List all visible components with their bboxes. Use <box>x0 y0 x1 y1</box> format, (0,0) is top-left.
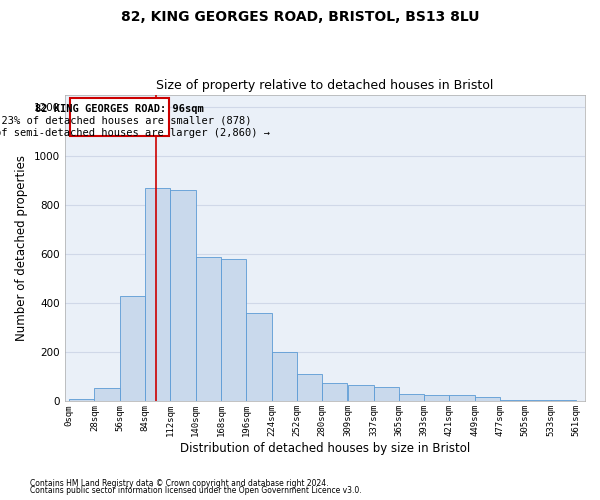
Bar <box>145 188 170 402</box>
Bar <box>374 386 399 402</box>
Text: 82 KING GEORGES ROAD: 96sqm: 82 KING GEORGES ROAD: 96sqm <box>35 104 204 114</box>
Bar <box>500 400 526 402</box>
FancyBboxPatch shape <box>70 98 169 136</box>
Text: Contains HM Land Registry data © Crown copyright and database right 2024.: Contains HM Land Registry data © Crown c… <box>30 478 329 488</box>
Bar <box>526 400 551 402</box>
Title: Size of property relative to detached houses in Bristol: Size of property relative to detached ho… <box>156 79 494 92</box>
Bar <box>221 259 246 402</box>
Bar <box>246 313 272 402</box>
Text: ← 23% of detached houses are smaller (878): ← 23% of detached houses are smaller (87… <box>0 116 251 126</box>
Text: 77% of semi-detached houses are larger (2,860) →: 77% of semi-detached houses are larger (… <box>0 128 270 138</box>
Bar <box>551 400 576 402</box>
Bar <box>69 399 94 402</box>
Y-axis label: Number of detached properties: Number of detached properties <box>15 155 28 341</box>
X-axis label: Distribution of detached houses by size in Bristol: Distribution of detached houses by size … <box>180 442 470 455</box>
Bar <box>120 296 145 402</box>
Bar <box>449 396 475 402</box>
Bar <box>322 383 347 402</box>
Bar <box>272 352 297 402</box>
Bar <box>399 394 424 402</box>
Text: 82, KING GEORGES ROAD, BRISTOL, BS13 8LU: 82, KING GEORGES ROAD, BRISTOL, BS13 8LU <box>121 10 479 24</box>
Bar <box>94 388 120 402</box>
Bar <box>349 386 374 402</box>
Bar <box>196 256 221 402</box>
Text: Contains public sector information licensed under the Open Government Licence v3: Contains public sector information licen… <box>30 486 362 495</box>
Bar <box>297 374 322 402</box>
Bar <box>475 396 500 402</box>
Bar <box>170 190 196 402</box>
Bar <box>424 396 449 402</box>
